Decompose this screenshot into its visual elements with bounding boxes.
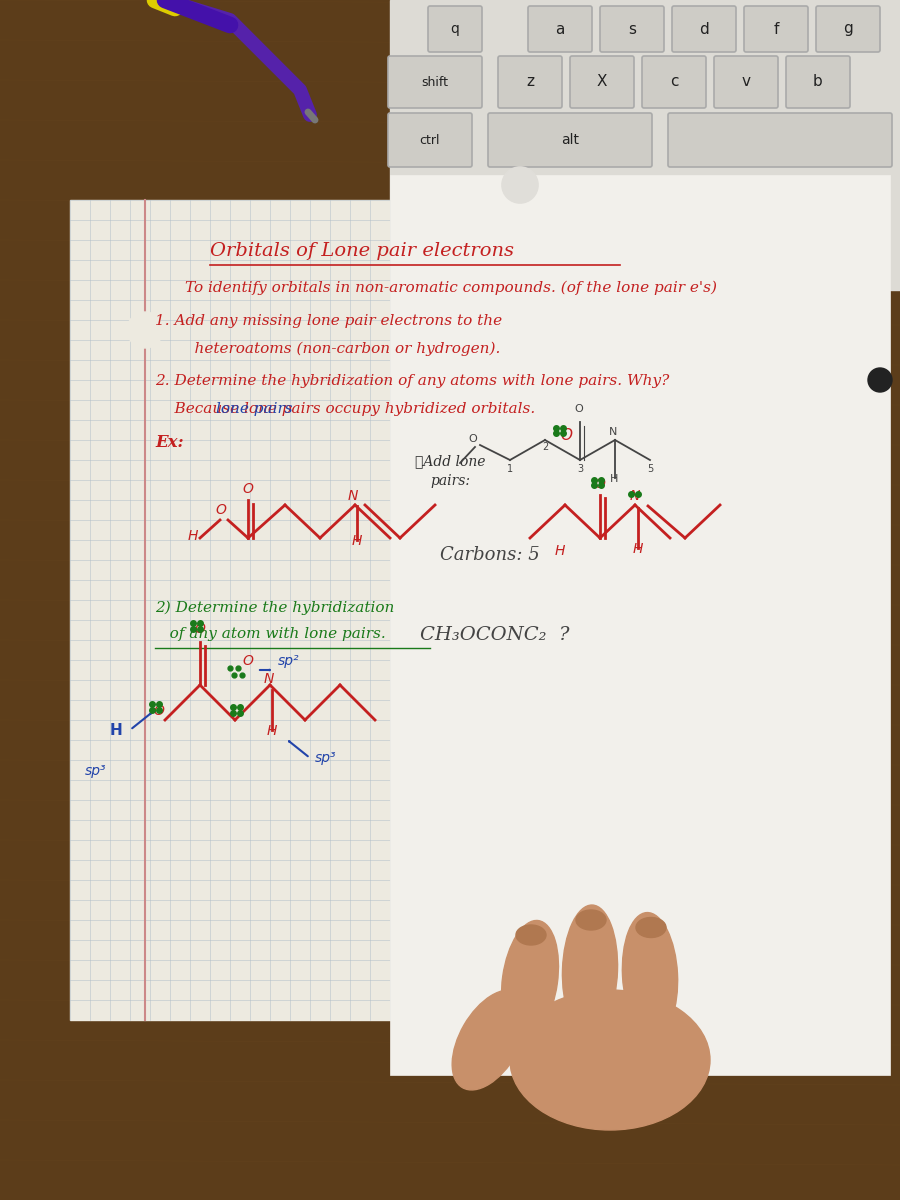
Text: z: z (526, 74, 534, 90)
Text: X: X (597, 74, 608, 90)
Text: O: O (574, 404, 583, 414)
Text: To identify orbitals in non-aromatic compounds. (of the lone pair e's): To identify orbitals in non-aromatic com… (185, 281, 717, 295)
Text: N: N (630, 490, 641, 503)
FancyBboxPatch shape (642, 56, 706, 108)
Text: a: a (555, 22, 564, 36)
FancyBboxPatch shape (600, 6, 664, 52)
Text: d: d (699, 22, 709, 36)
Text: Because lone pairs occupy hybridized orbitals.: Because lone pairs occupy hybridized orb… (155, 402, 536, 416)
Ellipse shape (576, 910, 606, 930)
Circle shape (868, 368, 892, 392)
Text: O: O (153, 704, 164, 718)
FancyBboxPatch shape (388, 113, 472, 167)
Text: alt: alt (561, 133, 579, 146)
Bar (70, 200, 630, 1020)
Text: Carbons: 5: Carbons: 5 (440, 546, 540, 564)
Text: H: H (110, 722, 122, 738)
Text: q: q (451, 22, 459, 36)
Ellipse shape (622, 912, 678, 1038)
Ellipse shape (510, 990, 710, 1130)
Text: N: N (348, 490, 358, 503)
FancyBboxPatch shape (816, 6, 880, 52)
Text: O: O (242, 482, 253, 496)
Text: Ex:: Ex: (155, 434, 184, 451)
Text: 2) Determine the hybridization: 2) Determine the hybridization (155, 601, 394, 614)
Ellipse shape (452, 990, 527, 1090)
Text: of any atom with lone pairs.: of any atom with lone pairs. (155, 626, 386, 641)
Text: lone pairs: lone pairs (216, 402, 292, 416)
Text: O: O (194, 622, 205, 636)
FancyBboxPatch shape (672, 6, 736, 52)
Text: 1: 1 (507, 464, 513, 474)
FancyBboxPatch shape (498, 56, 562, 108)
Bar (390, 0, 900, 290)
Text: g: g (843, 22, 853, 36)
Text: H: H (555, 544, 565, 558)
Text: Orbitals of Lone pair electrons: Orbitals of Lone pair electrons (210, 242, 514, 260)
Ellipse shape (516, 925, 546, 946)
FancyBboxPatch shape (786, 56, 850, 108)
Text: f: f (773, 22, 778, 36)
Text: O: O (594, 476, 605, 491)
Text: b: b (813, 74, 823, 90)
FancyBboxPatch shape (388, 56, 482, 108)
Text: v: v (742, 74, 751, 90)
Text: H: H (352, 534, 363, 548)
FancyBboxPatch shape (714, 56, 778, 108)
Text: sp³: sp³ (315, 751, 337, 766)
Text: H: H (267, 724, 277, 738)
Text: N: N (264, 672, 274, 686)
Text: sp³: sp³ (85, 764, 106, 778)
FancyBboxPatch shape (570, 56, 634, 108)
Circle shape (502, 167, 538, 203)
Text: H: H (610, 474, 618, 484)
FancyBboxPatch shape (668, 113, 892, 167)
Text: ctrl: ctrl (419, 133, 440, 146)
Ellipse shape (562, 905, 617, 1034)
Text: H: H (633, 542, 643, 556)
Text: O: O (560, 428, 572, 443)
Text: O: O (468, 434, 477, 444)
Text: shift: shift (421, 76, 448, 89)
Text: pairs:: pairs: (430, 474, 470, 488)
Text: 2. Determine the hybridization of any atoms with lone pairs. Why?: 2. Determine the hybridization of any at… (155, 374, 670, 388)
Text: 1. Add any missing lone pair electrons to the: 1. Add any missing lone pair electrons t… (155, 314, 502, 328)
Text: sp²: sp² (278, 654, 300, 668)
Ellipse shape (501, 920, 559, 1039)
Text: 5: 5 (647, 464, 653, 474)
Text: ①Add lone: ①Add lone (415, 454, 485, 468)
Circle shape (127, 312, 163, 348)
FancyBboxPatch shape (744, 6, 808, 52)
FancyArrowPatch shape (132, 713, 151, 728)
Text: heteroatoms (non-carbon or hydrogen).: heteroatoms (non-carbon or hydrogen). (175, 342, 500, 356)
Text: H: H (188, 529, 198, 542)
Text: c: c (670, 74, 679, 90)
Bar (390, 175, 890, 1075)
FancyBboxPatch shape (488, 113, 652, 167)
FancyBboxPatch shape (428, 6, 482, 52)
Text: CH₃OCONC₂  ?: CH₃OCONC₂ ? (420, 626, 570, 644)
Text: N: N (609, 427, 617, 437)
Text: 2: 2 (542, 442, 548, 452)
Text: O: O (215, 503, 226, 517)
Text: 3: 3 (577, 464, 583, 474)
Ellipse shape (636, 918, 666, 937)
Text: O: O (242, 654, 253, 668)
FancyArrowPatch shape (289, 742, 308, 756)
FancyBboxPatch shape (528, 6, 592, 52)
Text: s: s (628, 22, 636, 36)
